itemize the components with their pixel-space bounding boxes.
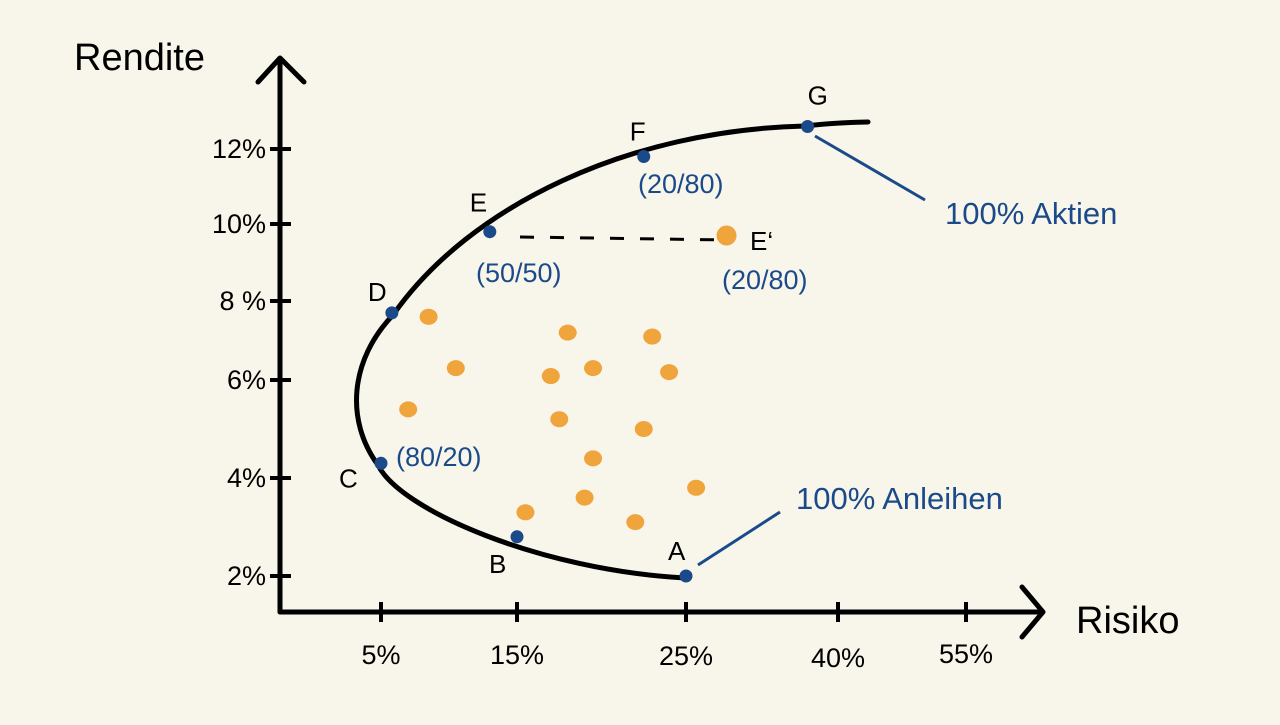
y-tick-label: 8 %: [219, 286, 266, 316]
portfolio-dot: [399, 401, 418, 418]
annotation-c: (80/20): [396, 442, 482, 472]
callout-aktien: 100% Aktien: [945, 196, 1117, 231]
x-tick-label: 25%: [659, 641, 713, 671]
axes: [255, 55, 1046, 640]
frontier-point-label: A: [668, 536, 686, 566]
frontier-point-d: [385, 306, 399, 320]
portfolio-dot: [584, 360, 603, 377]
portfolio-dots: [399, 308, 706, 531]
portfolio-dot: [634, 421, 653, 437]
frontier-point-a: [679, 569, 693, 583]
y-ticks: 2% 4% 6% 8 % 10% 12%: [212, 134, 291, 591]
portfolio-dot: [541, 368, 560, 385]
point-annotations: (80/20) (50/50) (20/80) (20/80): [396, 169, 808, 472]
frontier-point-label: D: [368, 277, 387, 307]
portfolio-dot: [660, 364, 679, 381]
frontier-point-e: [483, 225, 497, 239]
portfolio-dot: [626, 514, 645, 531]
portfolio-dot: [516, 504, 535, 521]
portfolio-dot: [550, 411, 569, 428]
x-axis-label: Risiko: [1076, 600, 1179, 642]
x-tick-label: 55%: [939, 639, 993, 669]
e-to-e-prime-dashed-line: [519, 235, 731, 242]
frontier-point-label: G: [808, 81, 828, 111]
frontier-point-label: E: [470, 188, 487, 218]
portfolio-dot: [687, 479, 706, 496]
annotation-e-prime: (20/80): [722, 265, 808, 295]
x-tick-label: 40%: [811, 643, 865, 673]
e-prime-label: E‘: [750, 226, 773, 256]
e-prime-point: [716, 225, 737, 246]
efficient-frontier-curve: [354, 119, 871, 581]
callouts: 100% Aktien 100% Anleihen: [697, 134, 1117, 567]
portfolio-dot: [558, 324, 577, 341]
x-tick-label: 15%: [490, 640, 544, 670]
portfolio-dot: [575, 489, 594, 506]
y-tick-label: 12%: [212, 134, 266, 164]
annotation-f: (20/80): [638, 169, 724, 199]
x-ticks: 5% 15% 25% 40% 55%: [361, 602, 993, 673]
portfolio-dot: [584, 450, 603, 467]
y-tick-label: 4%: [227, 463, 266, 493]
callout-line-aktien: [814, 134, 926, 202]
frontier-point-label: B: [489, 549, 506, 579]
frontier-point-label: F: [630, 117, 646, 147]
annotation-e: (50/50): [476, 258, 562, 288]
y-tick-label: 6%: [227, 365, 266, 395]
y-axis-label: Rendite: [74, 37, 205, 79]
frontier-point-f: [637, 150, 651, 163]
callout-line-anleihen: [697, 510, 781, 567]
portfolio-dot: [446, 360, 465, 377]
frontier-point-g: [801, 120, 815, 133]
frontier-point-b: [510, 530, 524, 544]
y-axis-arrowhead: [255, 55, 307, 85]
frontier-points: A B C D E F G: [339, 81, 828, 583]
portfolio-dot: [419, 308, 438, 325]
y-tick-label: 10%: [212, 209, 266, 239]
x-tick-label: 5%: [361, 640, 400, 670]
callout-anleihen: 100% Anleihen: [796, 481, 1003, 516]
portfolio-dot: [643, 328, 662, 345]
x-axis-arrowhead: [1019, 584, 1046, 640]
frontier-point-label: C: [339, 463, 358, 493]
y-tick-label: 2%: [227, 561, 266, 591]
frontier-point-c: [374, 456, 388, 470]
